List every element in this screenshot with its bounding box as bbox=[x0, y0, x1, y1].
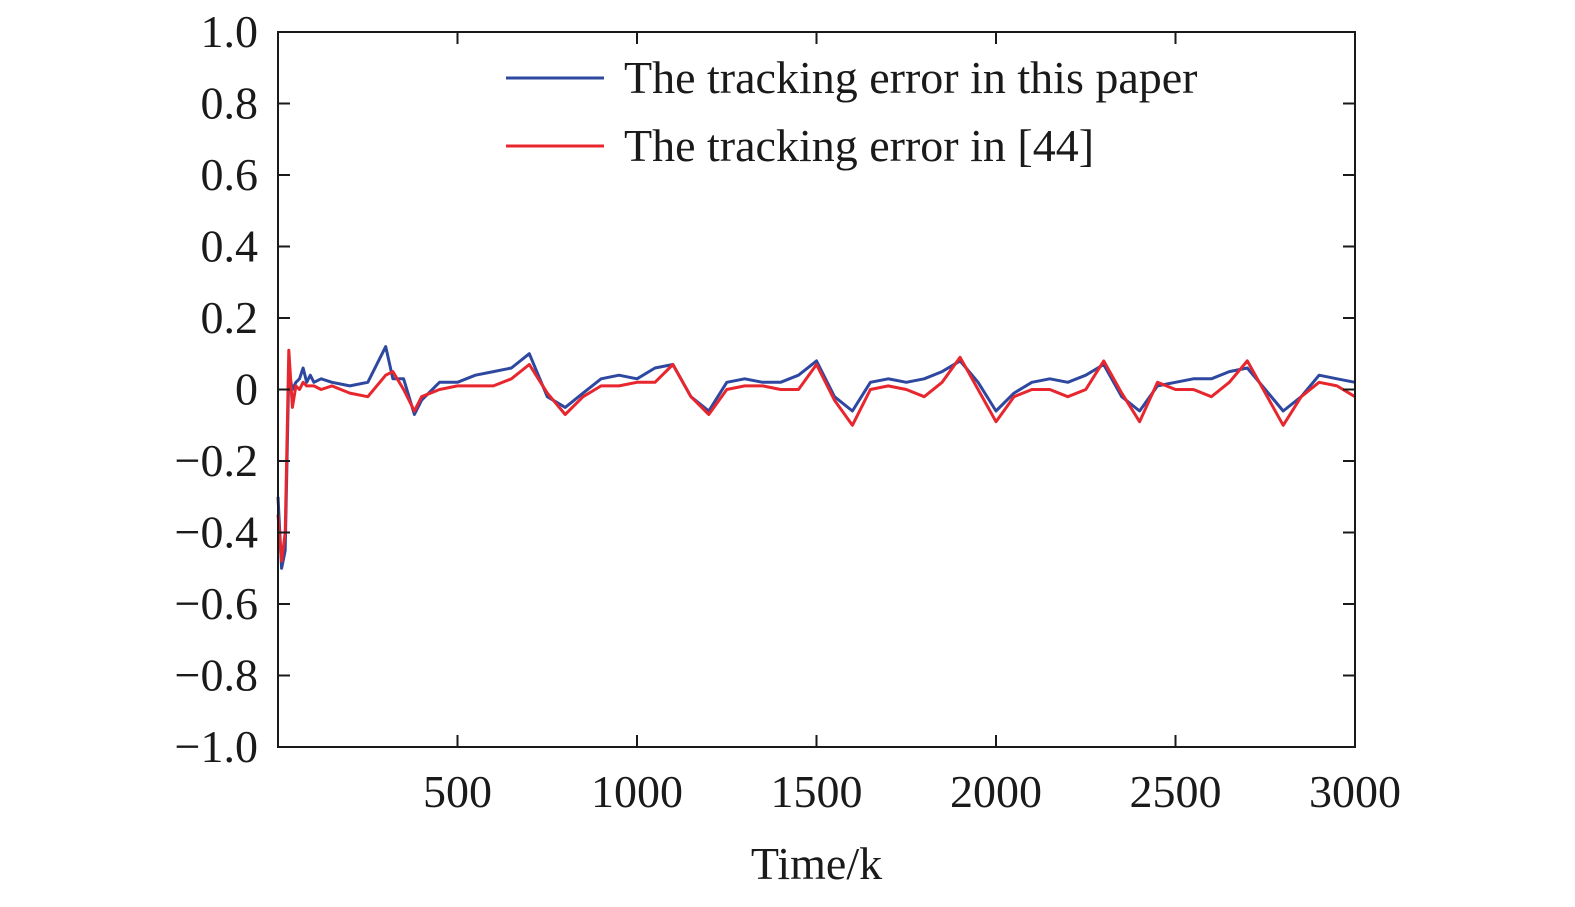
x-tick-label: 2000 bbox=[950, 766, 1042, 817]
x-tick-label: 1000 bbox=[591, 766, 683, 817]
y-tick-label: −0.8 bbox=[175, 650, 258, 701]
series-line-1 bbox=[276, 345, 1356, 570]
x-tick-label: 3000 bbox=[1309, 766, 1401, 817]
legend-label-1: The tracking error in this paper bbox=[624, 52, 1198, 103]
series-layer bbox=[276, 345, 1356, 570]
x-axis-label: Time/k bbox=[751, 838, 882, 889]
series-line-2 bbox=[276, 348, 1356, 563]
y-tick-label: 0.6 bbox=[201, 149, 259, 200]
legend-label-2: The tracking error in [44] bbox=[624, 120, 1094, 171]
y-tick-label: −0.4 bbox=[175, 507, 258, 558]
y-tick-label: −0.2 bbox=[175, 435, 258, 486]
y-tick-label: −1.0 bbox=[175, 721, 258, 772]
y-tick-label: 0.2 bbox=[201, 292, 259, 343]
y-tick-label: −0.6 bbox=[175, 578, 258, 629]
y-tick-label: 0.8 bbox=[201, 78, 259, 129]
legend: The tracking error in this paper The trac… bbox=[506, 52, 1198, 171]
x-tick-label: 500 bbox=[423, 766, 492, 817]
x-tick-label: 2500 bbox=[1130, 766, 1222, 817]
y-tick-label: 0.4 bbox=[201, 221, 259, 272]
y-tick-label: 1.0 bbox=[201, 6, 259, 57]
x-tick-label: 1500 bbox=[771, 766, 863, 817]
tick-layer: 1.0 0.8 0.6 0.4 0.2 0 −0.2 −0.4 −0.6 −0.8 −1.0 500 1… bbox=[175, 6, 1401, 817]
y-tick-label: 0 bbox=[235, 364, 258, 415]
